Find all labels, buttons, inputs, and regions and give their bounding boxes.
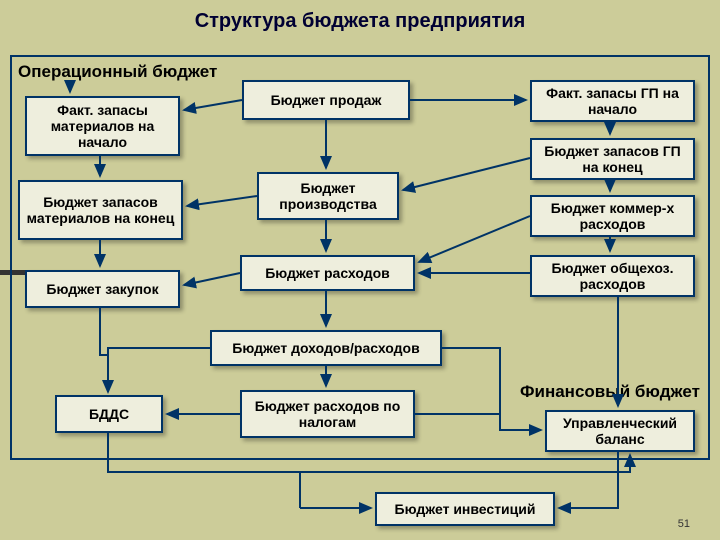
box-expenses: Бюджет расходов (240, 255, 415, 291)
box-purchases: Бюджет закупок (25, 270, 180, 308)
box-tax: Бюджет расходов по налогам (240, 390, 415, 438)
box-income-exp: Бюджет доходов/расходов (210, 330, 442, 366)
page-title: Структура бюджета предприятия (0, 0, 720, 33)
box-stock-gp-end: Бюджет запасов ГП на конец (530, 138, 695, 180)
operational-label: Операционный бюджет (18, 62, 217, 82)
box-sales: Бюджет продаж (242, 80, 410, 120)
box-stock-mat-end: Бюджет запасов материалов на конец (18, 180, 183, 240)
financial-label: Финансовый бюджет (520, 382, 700, 402)
page-number: 51 (678, 518, 690, 530)
box-fact-mat-start: Факт. запасы материалов на начало (25, 96, 180, 156)
box-bdds: БДДС (55, 395, 163, 433)
box-commerce: Бюджет коммер-х расходов (530, 195, 695, 237)
box-balance: Управленческий баланс (545, 410, 695, 452)
box-investments: Бюджет инвестиций (375, 492, 555, 526)
box-fact-gp-start: Факт. запасы ГП на начало (530, 80, 695, 122)
box-overhead: Бюджет общехоз. расходов (530, 255, 695, 297)
box-production: Бюджет производства (257, 172, 399, 220)
